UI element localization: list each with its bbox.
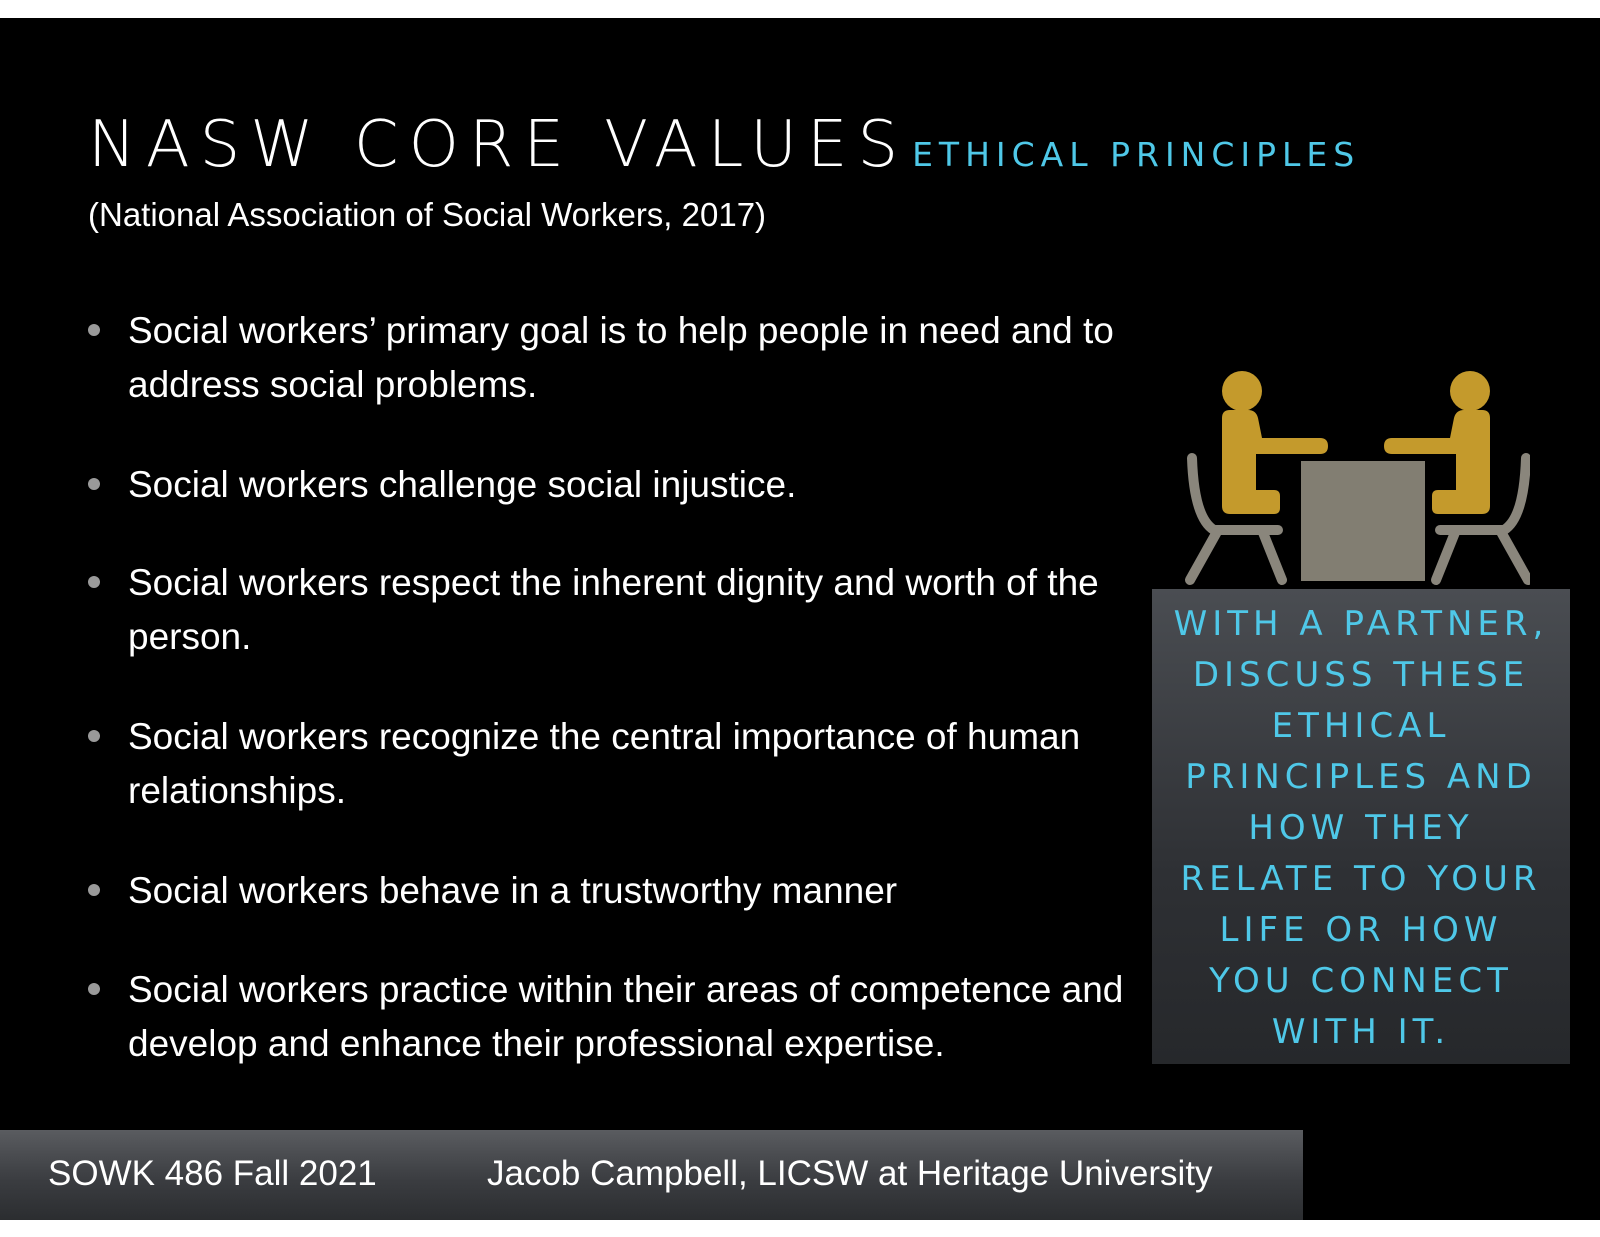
- bullet-dot-icon: [88, 983, 100, 995]
- footer-bar: SOWK 486 Fall 2021 Jacob Campbell, LICSW…: [0, 1130, 1303, 1220]
- bullet-text: Social workers challenge social injustic…: [128, 464, 797, 505]
- bullet-item: Social workers recognize the central imp…: [88, 710, 1148, 818]
- footer-course: SOWK 486 Fall 2021: [48, 1154, 377, 1193]
- bullet-text: Social workers practice within their are…: [128, 969, 1124, 1064]
- page-subtitle: ETHICAL PRINCIPLES: [912, 135, 1361, 174]
- bullet-item: Social workers challenge social injustic…: [88, 458, 1148, 512]
- two-people-at-table-icon: [1170, 358, 1533, 598]
- bullet-item: Social workers behave in a trustworthy m…: [88, 864, 1148, 918]
- bullet-dot-icon: [88, 324, 100, 336]
- bullet-dot-icon: [88, 730, 100, 742]
- callout-line: DISCUSS THESE: [1192, 655, 1530, 695]
- page-title: NASW CORE VALUES: [88, 108, 909, 182]
- table-shape: [1301, 461, 1425, 581]
- bullet-item: Social workers’ primary goal is to help …: [88, 304, 1148, 412]
- bullet-dot-icon: [88, 884, 100, 896]
- bullet-item: Social workers practice within their are…: [88, 963, 1148, 1071]
- callout-line: YOU CONNECT: [1209, 961, 1513, 1001]
- left-person-icon: [1222, 371, 1328, 514]
- callout-line: ETHICAL: [1271, 706, 1451, 746]
- bullet-dot-icon: [88, 478, 100, 490]
- bullet-text: Social workers’ primary goal is to help …: [128, 310, 1114, 405]
- footer-author: Jacob Campbell, LICSW at Heritage Univer…: [487, 1154, 1213, 1193]
- bullet-text: Social workers recognize the central imp…: [128, 716, 1081, 811]
- discussion-callout: WITH A PARTNER, DISCUSS THESE ETHICAL PR…: [1152, 589, 1570, 1064]
- callout-line: WITH IT.: [1271, 1012, 1451, 1052]
- callout-line: PRINCIPLES AND: [1185, 757, 1537, 797]
- bullet-text: Social workers respect the inherent dign…: [128, 562, 1099, 657]
- left-chair-icon: [1185, 453, 1287, 585]
- bullet-dot-icon: [88, 576, 100, 588]
- slide: NASW CORE VALUES ETHICAL PRINCIPLES (Nati…: [0, 18, 1600, 1220]
- callout-line: WITH A PARTNER,: [1173, 604, 1549, 644]
- callout-line: HOW THEY: [1248, 808, 1474, 848]
- callout-line: RELATE TO YOUR: [1180, 859, 1542, 899]
- title-row: NASW CORE VALUES ETHICAL PRINCIPLES: [88, 108, 1360, 182]
- right-chair-icon: [1431, 453, 1533, 585]
- bullet-text: Social workers behave in a trustworthy m…: [128, 870, 898, 911]
- citation: (National Association of Social Workers,…: [88, 196, 767, 233]
- bullet-item: Social workers respect the inherent dign…: [88, 556, 1148, 664]
- callout-line: LIFE OR HOW: [1219, 910, 1503, 950]
- right-person-icon: [1384, 371, 1490, 514]
